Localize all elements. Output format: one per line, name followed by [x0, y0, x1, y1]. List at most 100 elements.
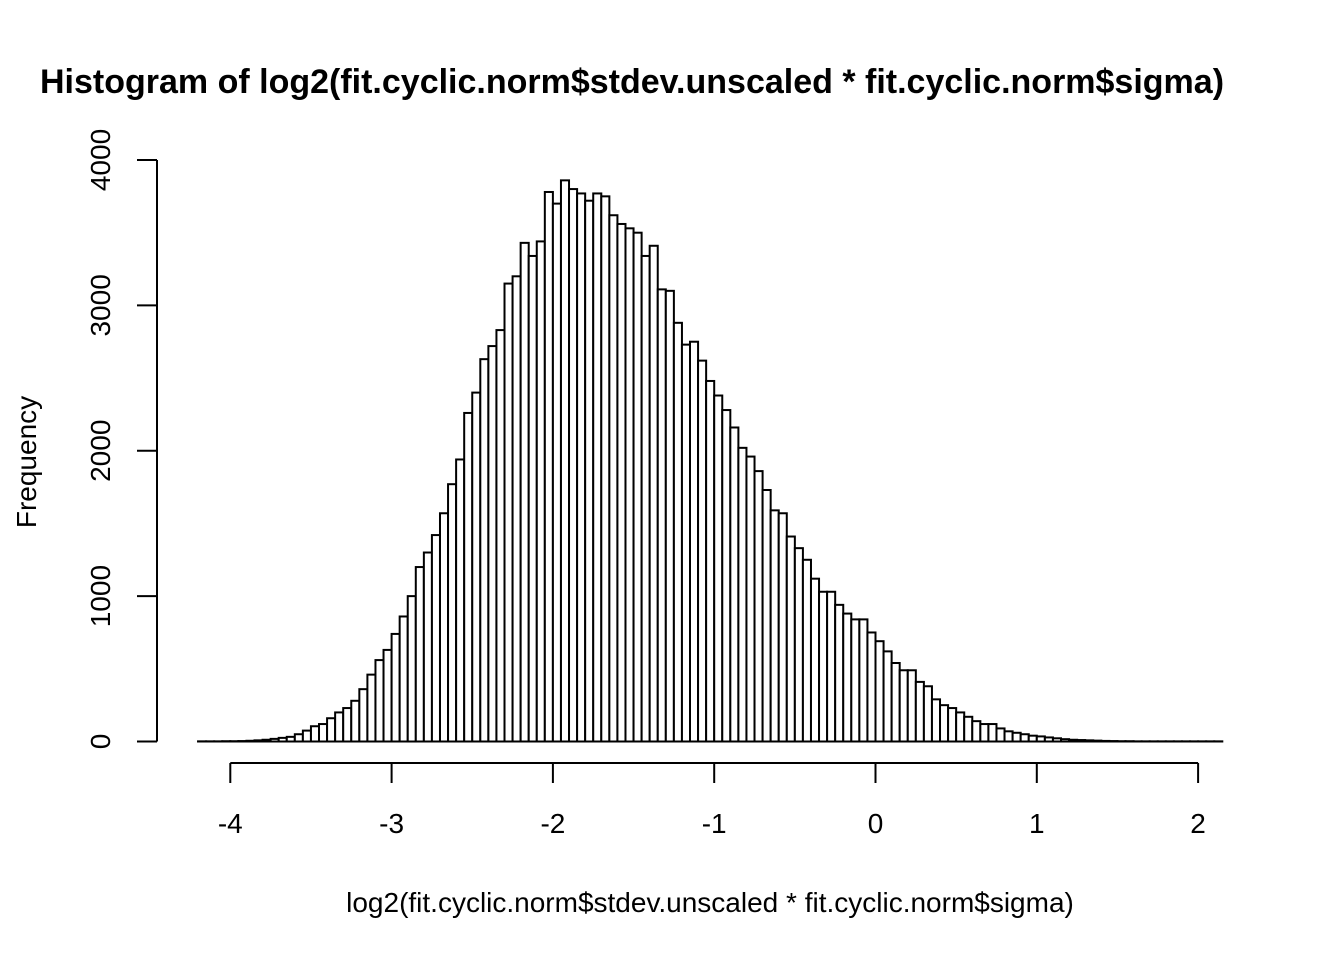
histogram-bar — [438, 512, 450, 743]
y-tick-label: 2000 — [85, 420, 116, 482]
y-axis: 0 1000 2000 3000 4000 — [85, 129, 158, 749]
x-tick-label: -1 — [702, 808, 727, 839]
histogram-bar — [939, 704, 950, 743]
x-tick-label: -4 — [218, 808, 243, 839]
histogram-bar — [1092, 739, 1103, 743]
histogram-bar — [955, 711, 966, 743]
histogram-bar — [576, 192, 587, 743]
histogram-bar — [745, 455, 756, 743]
histogram-bar — [269, 737, 280, 743]
histogram-bar — [777, 512, 788, 743]
histogram-bar — [479, 358, 490, 743]
histogram-bar — [850, 618, 861, 743]
histogram-bar — [1043, 736, 1054, 743]
histogram-bar — [640, 254, 651, 743]
chart-title: Histogram of log2(fit.cyclic.norm$stdev.… — [40, 63, 1224, 101]
histogram-bar — [406, 595, 417, 743]
histogram-bar — [390, 632, 401, 743]
histogram-bar — [463, 411, 474, 743]
histogram-bar — [366, 673, 377, 743]
histogram-bar — [697, 359, 708, 743]
histogram-bar — [568, 188, 579, 743]
x-tick-label: -3 — [379, 808, 404, 839]
histogram-bar — [447, 483, 458, 743]
histogram-bar — [471, 391, 482, 743]
histogram-bar — [882, 650, 893, 743]
histogram-bar — [721, 409, 732, 743]
x-axis: -4 -3 -2 -1 0 1 2 — [218, 762, 1206, 839]
histogram-bar — [487, 345, 498, 743]
histogram-bar — [253, 739, 264, 743]
histogram-bar — [382, 648, 393, 743]
histogram-bar — [293, 733, 304, 743]
x-axis-label: log2(fit.cyclic.norm$stdev.unscaled * fi… — [346, 887, 1074, 918]
histogram-bar — [527, 254, 538, 743]
histogram-bar — [374, 659, 385, 743]
histogram-bar — [1100, 739, 1111, 743]
histogram-bar — [277, 736, 288, 743]
histogram-bar — [1051, 737, 1063, 743]
histogram-bar — [769, 509, 780, 743]
histogram-bar — [922, 685, 933, 743]
histogram-bar — [1011, 731, 1022, 743]
histogram-bar — [624, 227, 635, 743]
histogram-bar — [301, 729, 312, 743]
histogram-bar — [1035, 735, 1046, 743]
histogram-bar — [334, 711, 345, 743]
histogram-bar — [971, 720, 982, 743]
x-tick-label: 0 — [868, 808, 884, 839]
histogram-bar — [729, 426, 740, 743]
histogram-bar — [737, 446, 748, 743]
histogram-bar — [705, 379, 716, 743]
histogram-bar — [995, 727, 1006, 743]
x-tick-label: 1 — [1029, 808, 1045, 839]
histogram-bar — [543, 190, 554, 743]
y-tick-label: 4000 — [85, 129, 116, 191]
histogram-bar — [947, 707, 958, 743]
histogram-bar — [511, 275, 522, 743]
y-tick-label: 1000 — [85, 565, 116, 627]
y-tick-label: 3000 — [85, 274, 116, 336]
histogram-bar — [834, 603, 845, 743]
histogram-bar — [914, 680, 925, 743]
histogram-bar — [584, 199, 595, 743]
histogram-bar — [842, 612, 853, 743]
histogram-bar — [1019, 733, 1030, 743]
histogram-bar — [930, 698, 942, 743]
histogram-bar — [1003, 730, 1014, 743]
histogram-bar — [559, 179, 571, 743]
histogram-bar — [664, 289, 675, 743]
histogram-bar — [793, 547, 804, 743]
histogram-bar — [519, 241, 530, 743]
histogram-bar — [1060, 738, 1071, 743]
histogram-bar — [987, 723, 998, 743]
histogram-bar — [318, 723, 329, 743]
histogram-bar — [785, 535, 796, 743]
histogram-bar — [245, 739, 256, 743]
histogram-bar — [818, 590, 829, 743]
histogram-bar — [608, 214, 619, 743]
histogram-bar — [672, 321, 683, 743]
histogram-bar — [342, 707, 353, 743]
histogram-bar — [858, 618, 869, 743]
histogram-bar — [713, 394, 724, 743]
x-tick-label: -2 — [540, 808, 565, 839]
histogram-bar — [826, 590, 837, 743]
histogram-bar — [1076, 739, 1087, 743]
histogram-bars — [197, 179, 1224, 743]
histogram-bar — [414, 566, 425, 743]
histogram-bar — [285, 735, 296, 743]
histogram-bar — [689, 340, 700, 743]
histogram-bar — [898, 669, 909, 743]
histogram-bar — [753, 470, 764, 743]
histogram-bar — [656, 288, 667, 743]
histogram-bar — [963, 715, 974, 743]
histogram-bar — [809, 577, 821, 743]
histogram-bar — [874, 640, 885, 743]
histogram-bar — [309, 725, 321, 743]
histogram-bar — [906, 669, 917, 743]
histogram-bar — [632, 231, 643, 743]
histogram-bar — [648, 244, 659, 743]
histogram-bar — [1084, 739, 1095, 743]
histogram-bar — [430, 534, 441, 743]
